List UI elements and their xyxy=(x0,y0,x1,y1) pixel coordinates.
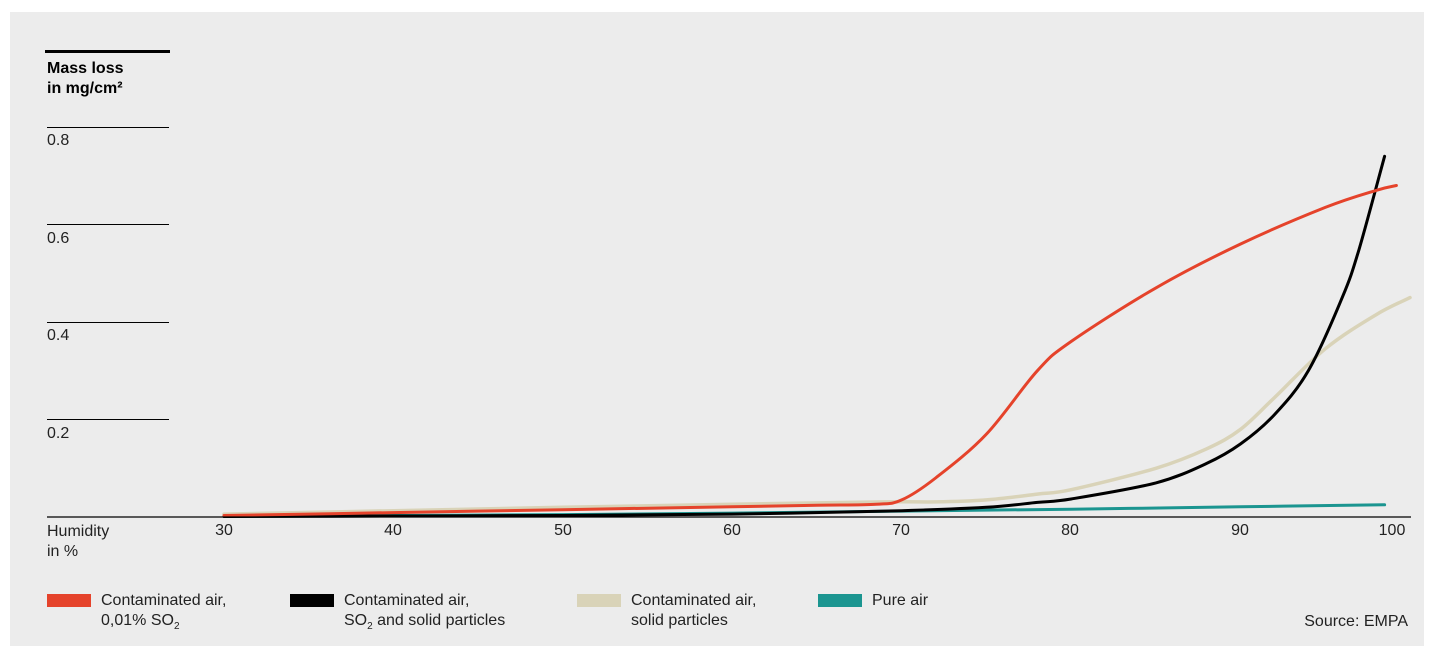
x-tick-label: 80 xyxy=(1061,522,1079,539)
legend-label-line2: SO2 and solid particles xyxy=(344,612,506,633)
legend-label-line1: Contaminated air, xyxy=(101,592,227,609)
x-tick-label: 60 xyxy=(723,522,741,539)
x-tick-label: 70 xyxy=(892,522,910,539)
legend-swatch xyxy=(818,594,862,607)
y-axis-title-bar xyxy=(45,50,170,53)
chart-plot xyxy=(47,154,1412,518)
x-axis-title: Humidity in % xyxy=(47,522,109,562)
series-line-so2 xyxy=(222,184,1398,517)
legend-item-pure-air: Pure air xyxy=(818,591,928,611)
y-tick-line xyxy=(47,322,169,323)
series-line-so2-particles xyxy=(222,154,1387,518)
legend-label-line1: Contaminated air, xyxy=(631,592,757,609)
y-axis-title-line2: in mg/cm² xyxy=(47,80,123,97)
legend-label-line2: solid particles xyxy=(631,612,728,629)
legend-label: Contaminated air, solid particles xyxy=(631,591,756,631)
y-tick-line xyxy=(47,224,169,225)
series-layer xyxy=(222,154,1412,518)
y-axis-title-line1: Mass loss xyxy=(47,60,124,77)
x-axis-title-line1: Humidity xyxy=(47,523,110,540)
legend-label-line2: 0,01% SO2 xyxy=(101,612,180,633)
x-tick-label: 90 xyxy=(1231,522,1249,539)
y-tick-label: 0.4 xyxy=(47,327,70,344)
legend-label: Contaminated air, 0,01% SO2 xyxy=(101,591,227,633)
legend-label-line1: Contaminated air, xyxy=(344,592,470,609)
legend-label: Contaminated air, SO2 and solid particle… xyxy=(344,591,506,633)
legend-item-so2: Contaminated air, 0,01% SO2 xyxy=(47,591,227,633)
chart-panel: Mass loss in mg/cm² 0.8 0.6 0.4 0.2 Humi… xyxy=(10,12,1424,646)
y-tick-label: 0.6 xyxy=(47,230,70,247)
legend-label-line1: Pure air xyxy=(872,592,929,609)
y-axis-title: Mass loss in mg/cm² xyxy=(47,59,123,99)
y-tick-label: 0.8 xyxy=(47,132,70,149)
series-line-particles xyxy=(222,295,1412,516)
x-tick-label: 30 xyxy=(215,522,233,539)
y-tick-label: 0.2 xyxy=(47,425,70,442)
x-axis-title-line2: in % xyxy=(47,543,79,560)
legend-item-particles: Contaminated air, solid particles xyxy=(577,591,756,631)
source-note: Source: EMPA xyxy=(1304,613,1408,630)
legend-swatch xyxy=(290,594,334,607)
legend-swatch xyxy=(47,594,91,607)
x-tick-label: 100 xyxy=(1378,522,1406,539)
legend-item-so2-particles: Contaminated air, SO2 and solid particle… xyxy=(290,591,506,633)
legend-label: Pure air xyxy=(872,591,928,611)
y-tick-line xyxy=(47,419,169,420)
x-tick-label: 40 xyxy=(384,522,402,539)
x-tick-label: 50 xyxy=(554,522,572,539)
legend-swatch xyxy=(577,594,621,607)
y-tick-line xyxy=(47,127,169,128)
